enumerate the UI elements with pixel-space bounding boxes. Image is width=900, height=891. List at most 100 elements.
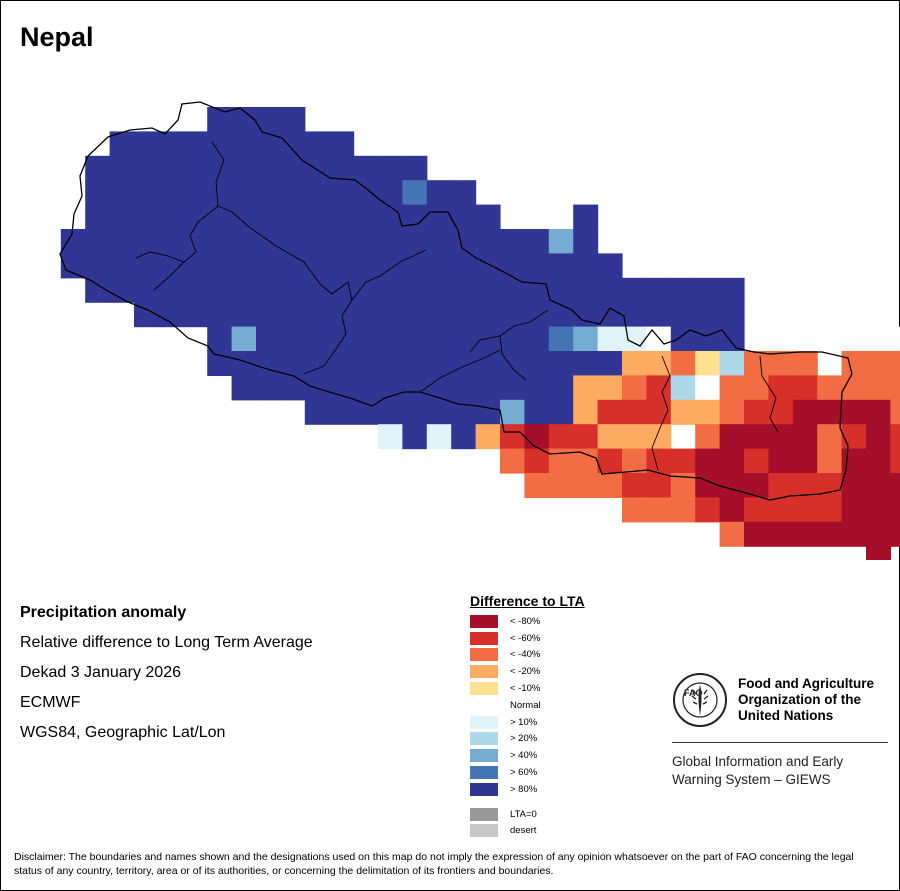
info-line-3: ECMWF — [20, 694, 81, 711]
grid-cell — [451, 302, 477, 328]
fao-logo-icon: FAO — [673, 673, 727, 727]
grid-cell — [646, 473, 672, 498]
grid-cell — [768, 375, 794, 401]
grid-cell — [524, 229, 550, 254]
grid-cell — [304, 155, 330, 181]
grid-cell — [670, 351, 696, 376]
grid-cell — [744, 448, 769, 474]
grid-cell — [402, 424, 428, 450]
grid-cell — [841, 521, 867, 547]
map-title: Nepal — [20, 22, 94, 52]
grid-cell — [353, 155, 379, 181]
grid-cell — [329, 277, 355, 303]
grid-cell — [304, 253, 330, 279]
grid-cell — [597, 351, 623, 376]
grid-cell — [475, 326, 501, 352]
grid-cell — [353, 302, 379, 328]
grid-cell — [207, 302, 233, 328]
grid-cell — [646, 399, 672, 425]
grid-cell — [646, 277, 672, 303]
grid-cell — [817, 399, 843, 425]
legend-label: < -40% — [510, 649, 541, 661]
grid-cell — [158, 204, 184, 230]
grid-cell — [622, 497, 647, 523]
grid-cell — [85, 155, 111, 181]
grid-cell — [573, 399, 599, 425]
legend-swatch — [470, 782, 498, 796]
legend-swatch — [470, 631, 498, 645]
grid-cell — [378, 326, 403, 352]
grid-cell — [182, 302, 208, 328]
grid-cell — [817, 497, 843, 523]
grid-cell — [866, 497, 891, 523]
legend-swatch — [470, 665, 498, 679]
grid-cell — [329, 302, 355, 328]
grid-cell — [573, 424, 599, 450]
giews-line-2: Warning System – GIEWS — [672, 772, 831, 787]
legend-swatch — [470, 732, 498, 746]
grid-cell — [573, 204, 599, 230]
grid-cell — [85, 204, 111, 230]
grid-cell — [426, 180, 452, 206]
grid-cell — [866, 424, 891, 450]
grid-cell — [646, 302, 672, 328]
grid-cell — [622, 302, 647, 328]
grid-cell — [231, 351, 257, 376]
grid-cell — [426, 277, 452, 303]
grid-cell — [573, 375, 599, 401]
grid-cell — [866, 399, 891, 425]
grid-cell — [817, 521, 843, 547]
grid-cell — [573, 473, 599, 498]
legend-item: < -20% — [470, 663, 650, 680]
grid-cell — [890, 326, 900, 352]
grid-cell — [256, 302, 281, 328]
legend-swatch — [470, 648, 498, 662]
grid-cell — [548, 229, 574, 254]
legend-item: desert — [470, 823, 650, 840]
grid-cell — [890, 351, 900, 376]
grid-cell — [451, 326, 477, 352]
logo-letter-f: FAO — [684, 688, 703, 698]
grid-cell — [207, 277, 233, 303]
legend-title: Difference to LTA — [470, 593, 585, 609]
grid-cell — [329, 253, 355, 279]
grid-cell — [646, 424, 672, 450]
grid-cell — [158, 155, 184, 181]
grid-cell — [695, 424, 721, 450]
grid-cell — [841, 448, 867, 474]
grid-cell — [402, 326, 428, 352]
grid-cell — [622, 399, 647, 425]
grid-cell — [548, 326, 574, 352]
grid-cell — [670, 375, 696, 401]
grid-cell — [256, 253, 281, 279]
grid-cell — [768, 448, 794, 474]
grid-cell — [524, 424, 550, 450]
grid-cell — [329, 155, 355, 181]
grid-cell — [256, 155, 281, 181]
grid-cell — [573, 351, 599, 376]
grid-cell — [353, 229, 379, 254]
grid-cell — [182, 131, 208, 157]
legend-label: > 40% — [510, 750, 538, 762]
grid-cell — [85, 229, 111, 254]
grid-cell — [500, 326, 525, 352]
grid-cell — [597, 375, 623, 401]
grid-cell — [304, 399, 330, 425]
grid-cell — [646, 326, 672, 352]
grid-cell — [134, 131, 159, 157]
legend-swatch — [470, 698, 498, 712]
legend-item: > 10% — [470, 714, 650, 731]
grid-cell — [524, 351, 550, 376]
grid-cell — [719, 302, 745, 328]
grid-cell — [451, 180, 477, 206]
grid-cell — [231, 253, 257, 279]
grid-cell — [426, 253, 452, 279]
grid-cell — [329, 375, 355, 401]
legend-item: < -40% — [470, 647, 650, 664]
legend-item: > 20% — [470, 731, 650, 748]
grid-cell — [451, 424, 477, 450]
grid-cell — [451, 253, 477, 279]
grid-cell — [402, 302, 428, 328]
grid-cell — [768, 473, 794, 498]
grid-cell — [256, 180, 281, 206]
